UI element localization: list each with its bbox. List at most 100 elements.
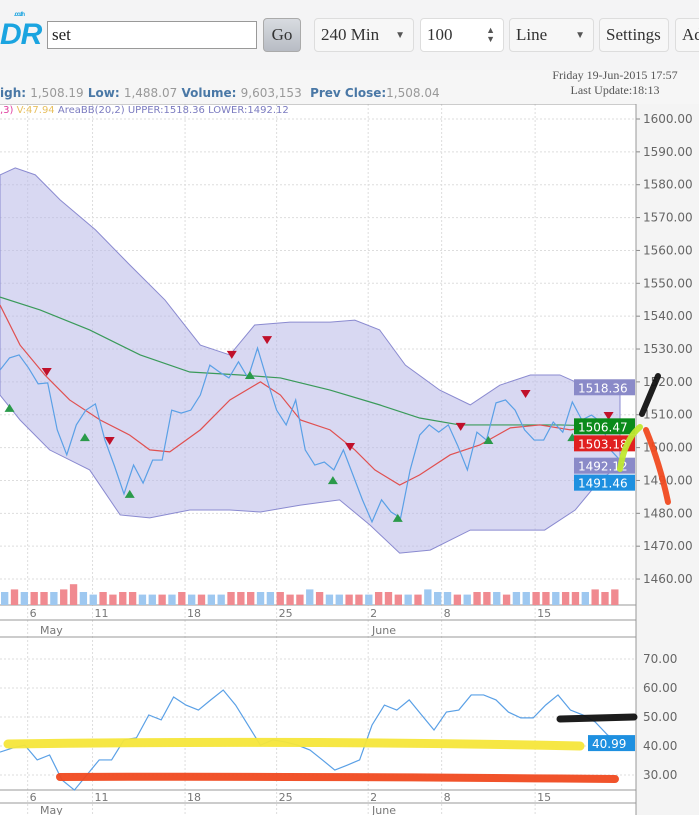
volume-bar [483, 592, 491, 605]
volume-bar [20, 592, 29, 605]
buy-signal-marker [4, 403, 15, 412]
price-label: 1518.36 [578, 381, 628, 395]
volume-bar [345, 594, 353, 605]
annotation-black-stroke [639, 373, 661, 417]
volume-bar [414, 594, 422, 605]
symbol-search-input[interactable] [47, 21, 257, 49]
volume-bar [79, 592, 88, 605]
date-info: Friday 19-Jun-2015 17:57 Last Update:18:1… [552, 68, 678, 97]
go-button[interactable]: Go [263, 18, 301, 52]
y-tick-label: 1510.00 [643, 408, 693, 422]
sell-signal-marker [104, 437, 115, 446]
price-chart[interactable]: 1600.001590.001580.001570.001560.001550.… [0, 104, 699, 815]
volume-bar [50, 592, 58, 605]
x-tick-label: 25 [279, 607, 293, 620]
volume-bar [109, 594, 117, 605]
logo: .co.th DR [0, 12, 42, 51]
price-label: 1506.47 [578, 420, 628, 434]
volume-bar [256, 592, 265, 605]
chart-type-select[interactable]: Line ▼ [509, 18, 594, 52]
price-label: 1491.46 [578, 477, 628, 491]
sell-signal-marker [262, 336, 273, 345]
y-tick-label: 1600.00 [643, 112, 693, 126]
volume-bar [463, 594, 471, 605]
indicator-legend: ,3) V:47.94 AreaBB(20,2) UPPER:1518.36 L… [0, 105, 289, 116]
buy-signal-marker [483, 436, 494, 445]
volume-bar [128, 592, 137, 605]
price-label: 1503.18 [578, 437, 628, 451]
volume-bar [197, 594, 206, 605]
buy-signal-marker [244, 370, 255, 379]
volume-bar [10, 589, 19, 605]
y-tick-label: 1570.00 [643, 211, 693, 225]
x-tick-label: 6 [30, 607, 37, 620]
volume-bar [40, 592, 48, 605]
volume-bar [493, 592, 501, 605]
volume-bar [178, 592, 186, 605]
y-tick-label: 70.00 [643, 652, 677, 666]
sell-signal-marker [603, 412, 614, 421]
indicator-label-box [588, 735, 635, 752]
y-tick-label: 60.00 [643, 681, 677, 695]
y-tick-label: 1540.00 [643, 309, 693, 323]
volume-bar [168, 594, 176, 605]
y-tick-label: 1480.00 [643, 506, 693, 520]
buy-signal-marker [392, 513, 403, 522]
volume-bar [217, 594, 225, 605]
volume-bar [581, 592, 589, 605]
sell-signal-marker [41, 368, 52, 377]
bars-count-stepper[interactable]: 100 ▲ ▼ [420, 18, 504, 52]
x-tick-label: 18 [187, 607, 201, 620]
month-label: June [371, 624, 396, 637]
y-tick-label: 1580.00 [643, 178, 693, 192]
volume-bar [187, 594, 196, 605]
price-line [0, 346, 621, 524]
axis-background [636, 104, 699, 815]
volume-bar [384, 592, 393, 605]
volume-bar [286, 594, 294, 605]
add-button[interactable]: Ad [675, 18, 699, 52]
volume-bar [266, 592, 275, 605]
volume-bar [434, 592, 442, 605]
volume-bar [522, 592, 530, 605]
volume-bar [512, 592, 521, 605]
volume-bar [315, 592, 324, 605]
y-tick-label: 1470.00 [643, 539, 693, 553]
volume-bar [30, 592, 38, 605]
annotation-red-line [56, 772, 619, 783]
sell-signal-marker [520, 390, 531, 399]
volume-bar [571, 592, 580, 605]
interval-select[interactable]: 240 Min ▼ [314, 18, 414, 52]
volume-bar [502, 594, 511, 605]
volume-bar [335, 594, 343, 605]
stepper-arrows-icon[interactable]: ▲ ▼ [486, 25, 495, 44]
x-tick-label: 2 [370, 791, 377, 804]
volume-bar [148, 594, 156, 605]
x-tick-label: 2 [370, 607, 377, 620]
month-label: May [40, 624, 63, 637]
sell-signal-marker [226, 350, 237, 359]
buy-signal-marker [79, 433, 90, 442]
volume-bar [355, 594, 363, 605]
volume-bar [443, 592, 452, 605]
volume-bar [69, 584, 78, 605]
y-tick-label: 40.00 [643, 739, 677, 753]
volume-bar [453, 594, 462, 605]
volume-bar [424, 589, 432, 605]
price-label-box [574, 379, 635, 396]
settings-button[interactable]: Settings [599, 18, 669, 52]
volume-bar [237, 592, 245, 605]
volume-bar [611, 589, 619, 605]
x-tick-label: 25 [279, 791, 293, 804]
volume-bar [1, 592, 9, 605]
chevron-down-icon: ▼ [575, 29, 585, 41]
volume-bar [247, 592, 255, 605]
annotation-yellow-line [3, 737, 585, 751]
volume-bar [591, 589, 599, 605]
volume-bar [325, 594, 334, 605]
volume-bar [542, 592, 550, 605]
buy-signal-marker [124, 489, 135, 498]
volume-bar [207, 594, 216, 605]
sell-signal-marker [455, 422, 466, 431]
